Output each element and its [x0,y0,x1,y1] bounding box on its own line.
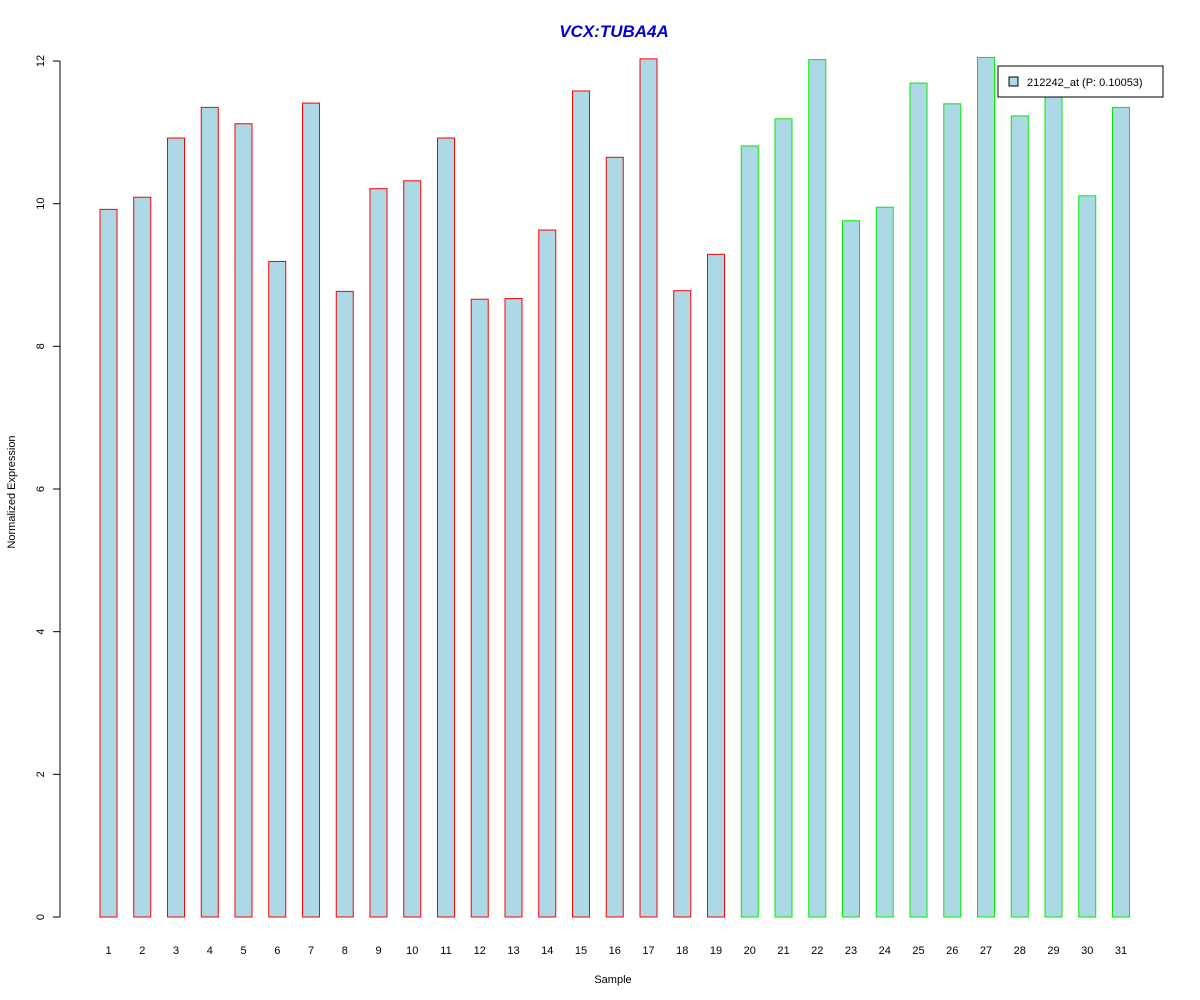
x-axis-tick-label: 28 [1014,945,1026,957]
bar-sample-28 [1010,115,1029,918]
x-axis-tick-label: 5 [240,945,246,957]
y-axis: 0 2 4 6 8 10 12 [35,55,61,920]
x-axis-tick-label: 6 [274,945,280,957]
bar-sample-20 [740,145,759,918]
legend: 212242_at (P: 0.10053) [997,65,1164,98]
bar-sample-2 [133,196,152,918]
bar-sample-5 [234,123,253,918]
bar-sample-6 [268,260,287,918]
chart-title: VCX:TUBA4A [559,22,669,41]
bar-sample-26 [943,103,962,918]
y-axis-tick-label: 10 [35,198,47,210]
bar-sample-3 [167,137,185,918]
bar-sample-18 [673,290,692,918]
bar-sample-30 [1078,195,1097,918]
x-axis-tick-label: 16 [609,945,621,957]
x-axis-tick-label: 14 [541,945,553,957]
y-axis-label: Normalized Expression [6,435,18,548]
bar-sample-23 [842,220,860,918]
y-axis-tick-label: 0 [35,914,47,920]
x-axis-tick-label: 21 [777,945,789,957]
x-axis-tick-label: 19 [710,945,722,957]
bar-sample-17 [639,58,658,918]
x-axis-tick-label: 4 [207,945,213,957]
x-axis-tick-label: 20 [744,945,756,957]
bars [99,56,1130,918]
x-axis-tick-label: 15 [575,945,587,957]
bar-sample-12 [470,298,489,918]
x-axis-tick-label: 3 [173,945,179,957]
x-axis-tick-label: 29 [1047,945,1059,957]
x-axis-label: Sample [594,974,631,986]
x-axis-tick-label: 17 [642,945,654,957]
bar-sample-10 [403,180,422,918]
x-axis-tick-label: 27 [980,945,992,957]
x-axis-tick-label: 12 [474,945,486,957]
x-axis-tick-label: 22 [811,945,823,957]
bar-sample-13 [504,298,523,918]
y-axis-tick-label: 2 [35,771,47,777]
bar-sample-31 [1112,106,1130,918]
x-axis-tick-label: 31 [1115,945,1127,957]
bar-sample-15 [572,90,590,918]
bar-sample-7 [302,102,320,918]
y-axis-tick-label: 6 [35,486,47,492]
bar-sample-11 [437,137,455,918]
x-axis-tick-label: 23 [845,945,857,957]
bar-sample-9 [369,188,388,918]
x-axis-tick-label: 13 [507,945,519,957]
bar-sample-29 [1044,96,1063,918]
x-axis-tick-label: 30 [1081,945,1093,957]
x-axis-tick-label: 9 [375,945,381,957]
x-axis-tick-label: 10 [406,945,418,957]
x-axis-tick-label: 1 [105,945,111,957]
bar-sample-21 [774,118,793,918]
y-axis-tick-label: 4 [35,629,47,635]
bar-sample-27 [977,56,995,918]
x-axis-tick-label: 26 [946,945,958,957]
y-axis-tick-label: 12 [35,55,47,67]
y-axis-tick-label: 8 [35,343,47,349]
bar-sample-16 [605,156,624,918]
x-axis-tick-label: 18 [676,945,688,957]
legend-label: 212242_at (P: 0.10053) [1027,77,1143,89]
legend-box [997,65,1164,98]
bar-sample-14 [538,229,557,918]
bar-sample-1 [99,208,118,918]
bar-sample-8 [335,290,354,918]
x-axis-tick-label: 24 [879,945,891,957]
x-axis-tick-label: 25 [912,945,924,957]
bar-sample-22 [808,59,827,918]
bar-sample-19 [707,253,725,918]
bar-sample-25 [909,82,928,918]
bar-sample-24 [875,206,894,918]
x-axis-tick-label: 8 [342,945,348,957]
bar-sample-4 [200,106,219,918]
x-axis-tick-label: 7 [308,945,314,957]
x-axis-tick-label: 2 [139,945,145,957]
x-axis-tick-labels: 1 2 3 4 5 6 7 8 9 10 11 12 13 14 15 16 17 18 19 20 21 22 23 24 2… [105,945,1127,957]
x-axis-tick-label: 11 [440,945,451,957]
legend-swatch [1008,76,1019,87]
